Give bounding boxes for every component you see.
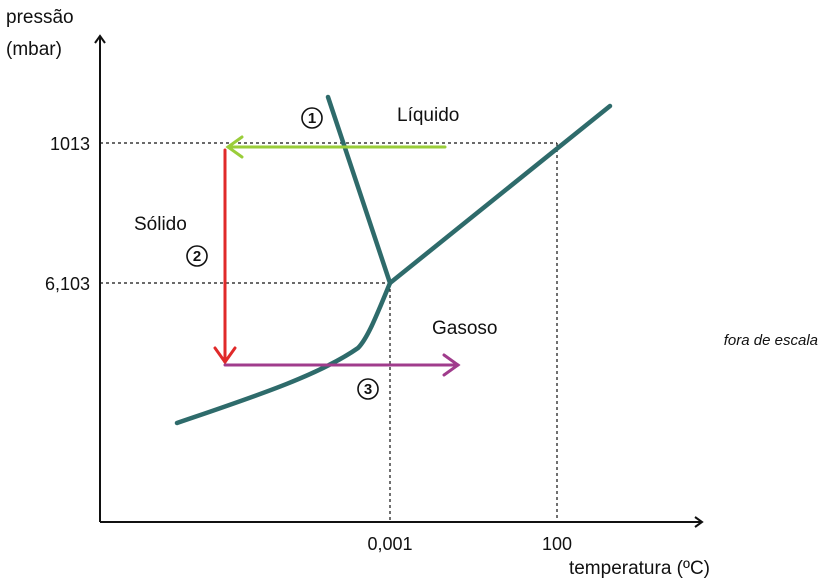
step-marker-1: 1 [301,107,323,129]
x-axis-label: temperatura (ºC) [569,558,710,579]
step-marker-2: 2 [186,245,208,267]
x-tick-100: 100 [542,534,572,554]
fusion-curve [325,94,393,286]
sublimation-curve [174,280,393,426]
y-axis-label-line2: (mbar) [6,39,62,60]
x-tick-0001: 0,001 [367,534,412,554]
step-marker-3: 3 [357,378,379,400]
y-tick-1013: 1013 [50,134,90,154]
y-axis-label-line1: pressão [6,7,74,28]
arrow-step-1 [225,135,447,159]
region-solid-label: Sólido [134,214,187,235]
y-tick-6103: 6,103 [45,274,90,294]
svg-text:3: 3 [364,381,372,398]
phase-curves [174,94,613,426]
svg-text:2: 2 [193,248,201,265]
scale-note: fora de escala [724,332,818,349]
region-liquid-label: Líquido [397,105,459,126]
vaporization-curve [387,103,613,286]
region-gas-label: Gasoso [432,318,497,339]
arrow-step-2 [213,148,237,365]
arrow-step-3 [223,353,461,377]
svg-text:1: 1 [308,110,316,127]
